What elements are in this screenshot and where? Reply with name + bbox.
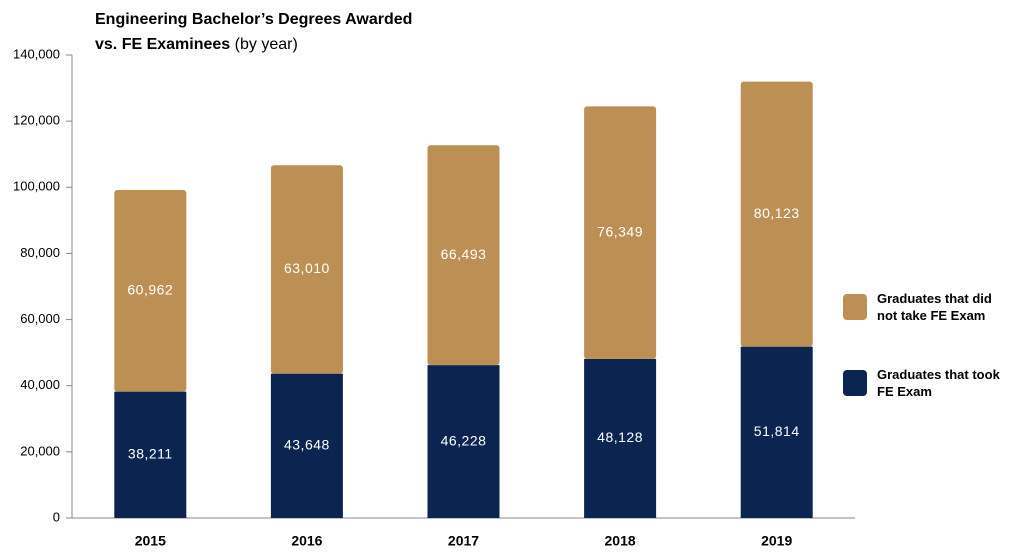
legend-item: Graduates that took FE Exam	[843, 366, 1018, 400]
x-tick-label: 2018	[605, 533, 636, 549]
bar-segment	[270, 373, 343, 518]
value-label: 80,123	[754, 205, 800, 221]
bar-segment	[114, 190, 187, 392]
title-note: (by year)	[235, 36, 298, 53]
y-tick-label: 40,000	[20, 377, 60, 392]
y-tick-label: 60,000	[20, 311, 60, 326]
value-label: 38,211	[128, 446, 173, 462]
bar-segment	[427, 365, 500, 518]
value-label: 63,010	[284, 260, 330, 276]
legend-swatch	[843, 294, 867, 320]
bar-segment	[584, 106, 657, 359]
title-line2: vs. FE Examinees	[95, 36, 230, 53]
x-tick-label: 2017	[448, 533, 479, 549]
bar-segment	[740, 81, 813, 347]
y-tick-label: 0	[53, 509, 60, 524]
value-label: 60,962	[127, 282, 173, 298]
value-label: 51,814	[754, 423, 800, 439]
bar-segment	[427, 145, 500, 366]
value-label: 48,128	[597, 429, 643, 445]
bar-segment	[740, 346, 813, 518]
chart-title-line2: vs. FE Examinees (by year)	[95, 36, 298, 53]
y-tick-label: 80,000	[20, 245, 60, 260]
x-tick-label: 2019	[761, 533, 792, 549]
bar-segment	[114, 391, 187, 518]
legend-label: Graduates that did not take FE Exam	[877, 291, 992, 323]
y-tick-label: 120,000	[13, 113, 60, 128]
legend-item: Graduates that did not take FE Exam	[843, 290, 1018, 324]
y-tick-label: 20,000	[20, 443, 60, 458]
value-label: 46,228	[441, 432, 487, 448]
bar-segment	[584, 358, 657, 518]
x-tick-label: 2016	[291, 533, 322, 549]
value-label: 66,493	[441, 246, 487, 262]
y-tick-label: 100,000	[13, 179, 60, 194]
chart-title: Engineering Bachelor’s Degrees Awarded	[95, 11, 412, 28]
legend-swatch	[843, 370, 867, 396]
legend-label: Graduates that took FE Exam	[877, 367, 1000, 399]
bar-segment	[270, 165, 343, 374]
value-label: 76,349	[597, 223, 643, 239]
x-tick-label: 2015	[135, 533, 166, 549]
y-tick-label: 140,000	[13, 46, 60, 61]
value-label: 43,648	[284, 437, 330, 453]
